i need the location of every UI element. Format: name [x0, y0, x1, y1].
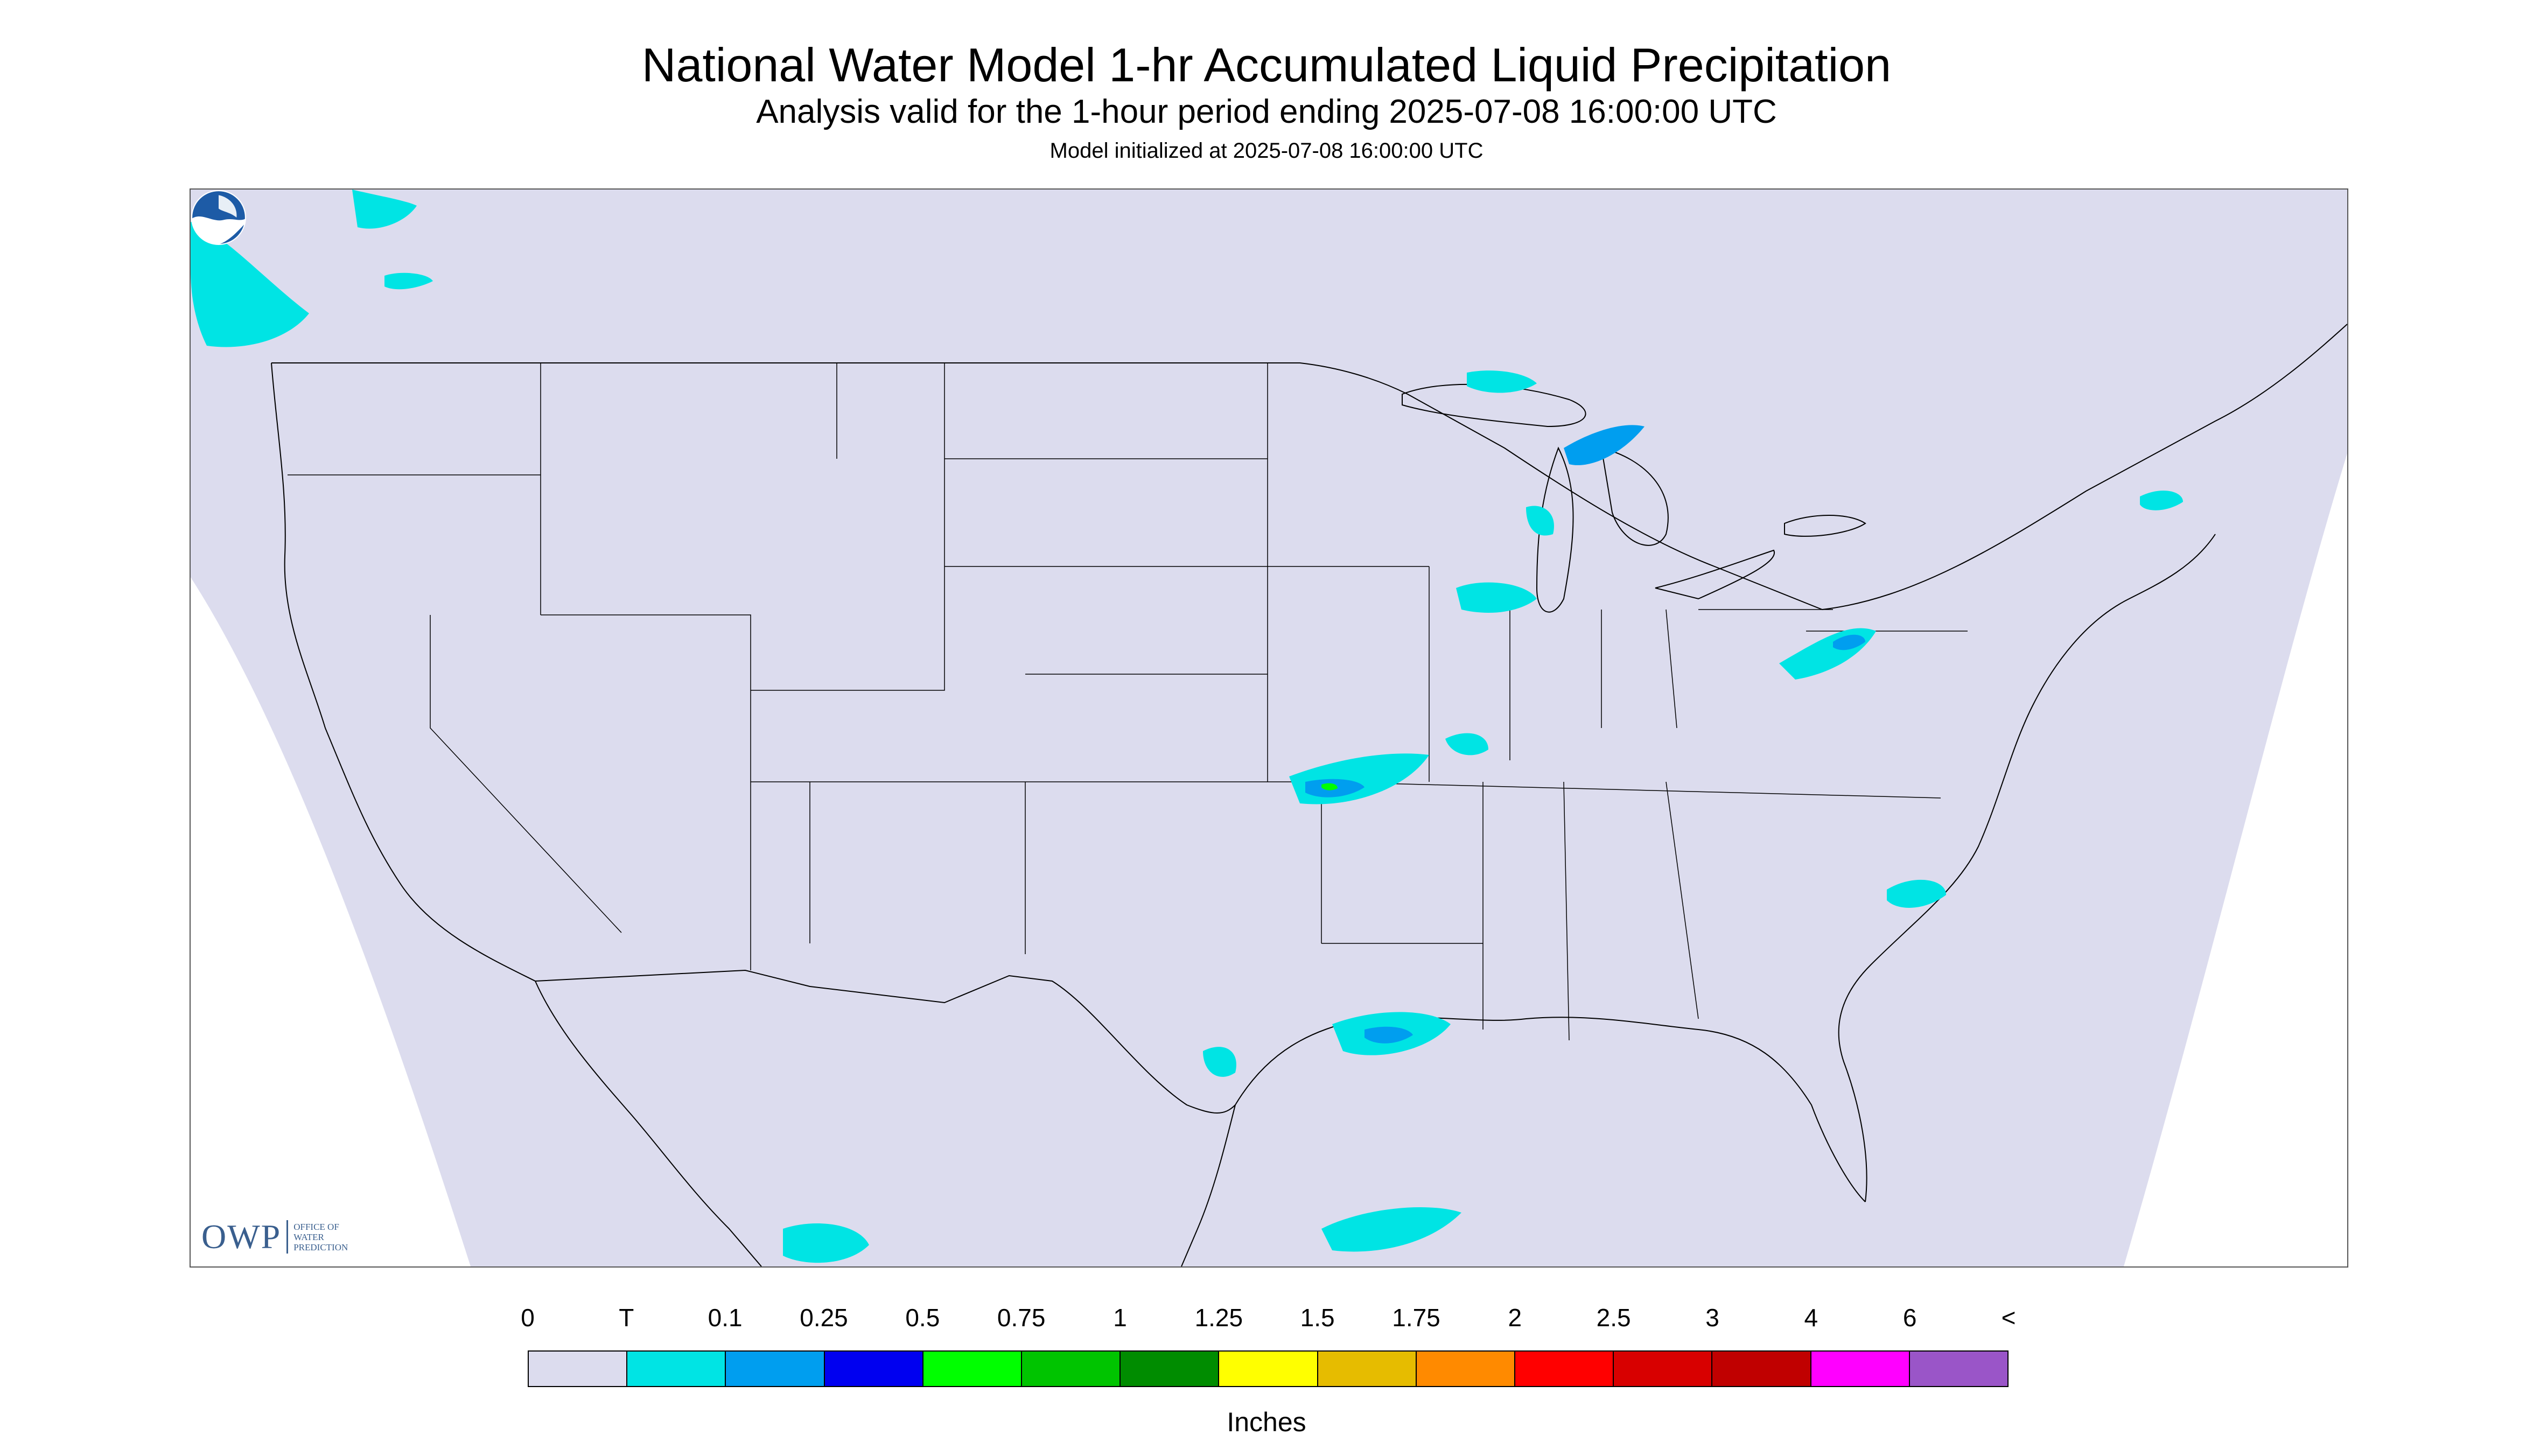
color-scale-bar	[528, 1350, 2009, 1387]
model-domain	[191, 190, 2347, 1266]
color-swatch-10	[1515, 1352, 1614, 1386]
legend-tick-label: 1.5	[1300, 1304, 1335, 1332]
legend-tick-label: 1.75	[1392, 1304, 1440, 1332]
legend-tick-label: 4	[1804, 1304, 1818, 1332]
owp-logo-divider	[286, 1220, 289, 1254]
color-swatch-6	[1121, 1352, 1220, 1386]
color-swatch-3	[824, 1352, 923, 1386]
legend-tick-label: T	[619, 1304, 634, 1332]
map-graphic	[191, 190, 2347, 1266]
state-lines	[288, 363, 1968, 1041]
mexico-coast	[535, 981, 762, 1266]
color-swatch-7	[1219, 1352, 1318, 1386]
color-swatch-4	[923, 1352, 1023, 1386]
us-mexico-border	[535, 969, 1236, 1114]
color-swatch-2	[726, 1352, 825, 1386]
noaa-logo-icon	[191, 190, 246, 245]
legend-tick-label: 0.5	[905, 1304, 940, 1332]
legend-tick-label: 6	[1902, 1304, 1917, 1332]
owp-logo-mark: OWP	[201, 1217, 282, 1256]
color-swatch-1	[627, 1352, 726, 1386]
state-country-boundaries	[271, 324, 2347, 1266]
lake-huron	[1600, 447, 1669, 546]
pacific-coast	[271, 362, 536, 982]
color-swatch-13	[1811, 1352, 1910, 1386]
legend-tick-label: 0.75	[997, 1304, 1046, 1332]
model-init-label: Model initialized at 2025-07-08 16:00:00…	[1049, 139, 1484, 163]
color-swatch-9	[1416, 1352, 1516, 1386]
color-swatch-11	[1614, 1352, 1713, 1386]
legend-tick-label: 0.25	[800, 1304, 848, 1332]
map-title: National Water Model 1-hr Accumulated Li…	[641, 38, 1892, 92]
legend-tick-label: <	[2001, 1304, 2016, 1332]
owp-logo: OWP OFFICE OF WATER PREDICTION	[201, 1217, 348, 1257]
atlantic-coast	[1838, 534, 2216, 1202]
precipitation-areas	[191, 190, 2183, 1263]
us-canada-border	[271, 324, 2347, 611]
color-swatch-14	[1909, 1352, 2008, 1386]
precipitation-map: OWP OFFICE OF WATER PREDICTION	[190, 188, 2348, 1268]
legend-tick-label: 2	[1508, 1304, 1522, 1332]
lake-ontario	[1784, 515, 1866, 537]
map-subtitle: Analysis valid for the 1-hour period end…	[756, 93, 1777, 130]
owp-logo-text: OFFICE OF WATER PREDICTION	[293, 1221, 348, 1252]
legend-tick-label: 2.5	[1596, 1304, 1631, 1332]
color-swatch-0	[529, 1352, 628, 1386]
lake-erie	[1655, 549, 1775, 600]
legend-tick-label: 3	[1705, 1304, 1719, 1332]
legend-unit-label: Inches	[1227, 1407, 1306, 1437]
legend-tick-label: 1.25	[1194, 1304, 1243, 1332]
color-swatch-8	[1318, 1352, 1417, 1386]
legend-tick-label: 0	[521, 1304, 535, 1332]
color-swatch-12	[1712, 1352, 1811, 1386]
legend-tick-label: 1	[1113, 1304, 1127, 1332]
legend-tick-label: 0.1	[708, 1304, 743, 1332]
color-swatch-5	[1022, 1352, 1121, 1386]
